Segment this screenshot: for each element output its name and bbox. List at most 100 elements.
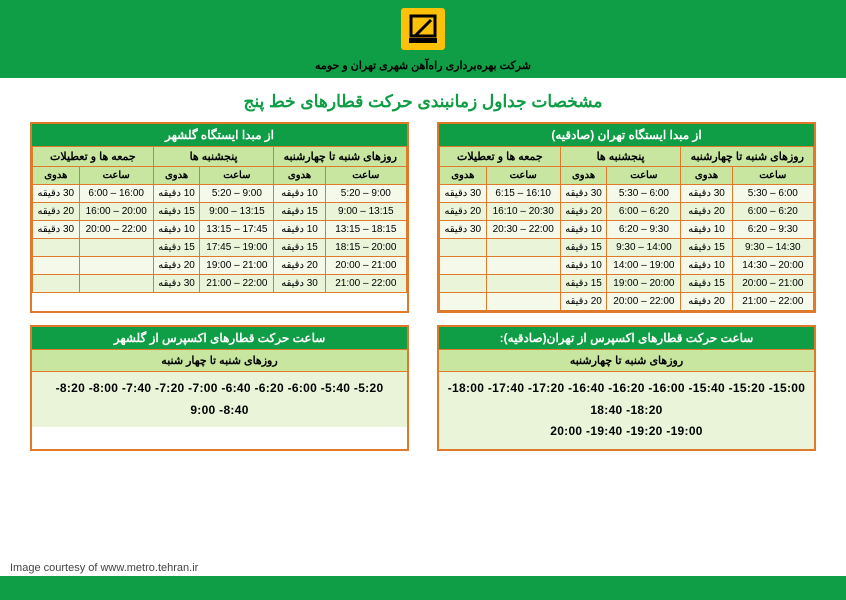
cell: 30 دقیقه <box>440 221 487 239</box>
cell: 30 دقیقه <box>153 275 200 293</box>
schedule-tehran: از مبدا ایستگاه تهران (صادقیه) روزهای شن… <box>437 122 816 313</box>
schedule-table-tehran: روزهای شنبه تا چهارشنبه پنجشنبه ها جمعه … <box>439 146 814 311</box>
metro-logo-icon <box>401 8 445 50</box>
col-group: جمعه ها و تعطیلات <box>440 147 561 167</box>
cell <box>440 257 487 275</box>
cell: 15 دقیقه <box>681 239 732 257</box>
col-group: روزهای شنبه تا چهارشنبه <box>681 147 814 167</box>
cell <box>486 257 560 275</box>
cell: 30 دقیقه <box>274 275 325 293</box>
cell <box>486 275 560 293</box>
cell: 10 دقیقه <box>153 185 200 203</box>
cell: 21:00 – 19:00 <box>200 257 274 275</box>
cell: 6:20 – 6:00 <box>732 203 813 221</box>
cell: 15 دقیقه <box>153 239 200 257</box>
col-sub: هدوی <box>274 167 325 185</box>
cell: 9:00 – 5:20 <box>200 185 274 203</box>
panel-title-tehran: از مبدا ایستگاه تهران (صادقیه) <box>439 124 814 146</box>
cell: 19:00 – 17:45 <box>200 239 274 257</box>
cell: 6:20 – 6:00 <box>607 203 681 221</box>
cell: 30 دقیقه <box>681 185 732 203</box>
col-group: روزهای شنبه تا چهارشنبه <box>274 147 407 167</box>
footer-bar <box>0 576 846 600</box>
cell: 20 دقیقه <box>560 203 607 221</box>
cell: 22:00 – 20:00 <box>607 293 681 311</box>
cell: 30 دقیقه <box>440 185 487 203</box>
cell: 20 دقیقه <box>560 293 607 311</box>
cell <box>486 239 560 257</box>
cell <box>486 293 560 311</box>
cell: 20 دقیقه <box>33 203 80 221</box>
col-sub: ساعت <box>607 167 681 185</box>
cell: 10 دقیقه <box>681 221 732 239</box>
cell: 13:15 – 9:00 <box>200 203 274 221</box>
cell: 14:30 – 9:30 <box>732 239 813 257</box>
cell: 22:00 – 21:00 <box>732 293 813 311</box>
cell: 19:00 – 14:00 <box>607 257 681 275</box>
cell: 6:00 – 5:30 <box>732 185 813 203</box>
cell: 10 دقیقه <box>681 257 732 275</box>
cell: 20 دقیقه <box>681 293 732 311</box>
cell: 22:00 – 20:00 <box>79 221 153 239</box>
cell: 20:30 – 16:10 <box>486 203 560 221</box>
cell <box>440 275 487 293</box>
express-tehran: ساعت حرکت قطارهای اکسپرس از تهران(صادقیه… <box>437 325 816 451</box>
panel-title-golshahr: از مبدا ایستگاه گلشهر <box>32 124 407 146</box>
express-times-golshahr: -8:20 -8:00 -7:40 -7:20 -7:00 -6:40 -6:2… <box>40 378 399 421</box>
cell: 17:45 – 13:15 <box>200 221 274 239</box>
cell: 20:00 – 16:00 <box>79 203 153 221</box>
cell: 22:00 – 21:00 <box>200 275 274 293</box>
cell <box>440 239 487 257</box>
cell: 10 دقیقه <box>560 257 607 275</box>
cell: 9:00 – 5:20 <box>325 185 406 203</box>
cell: 13:15 – 9:00 <box>325 203 406 221</box>
cell: 30 دقیقه <box>33 221 80 239</box>
cell: 10 دقیقه <box>274 221 325 239</box>
cell: 22:00 – 21:00 <box>325 275 406 293</box>
cell: 16:10 – 6:15 <box>486 185 560 203</box>
cell: 16:00 – 6:00 <box>79 185 153 203</box>
cell <box>79 239 153 257</box>
cell: 20:00 – 14:30 <box>732 257 813 275</box>
col-sub: هدوی <box>681 167 732 185</box>
cell: 20 دقیقه <box>274 257 325 275</box>
cell: 10 دقیقه <box>560 221 607 239</box>
col-sub: هدوی <box>440 167 487 185</box>
col-sub: ساعت <box>79 167 153 185</box>
col-sub: ساعت <box>325 167 406 185</box>
cell: 15 دقیقه <box>274 203 325 221</box>
express-sub-golshahr: روزهای شنبه تا چهار شنبه <box>32 349 407 372</box>
cell: 20 دقیقه <box>153 257 200 275</box>
cell: 21:00 – 20:00 <box>732 275 813 293</box>
express-times-tehran: -18:00 -17:40 -17:20 -16:40 -16:20 -16:0… <box>447 378 806 443</box>
header: شرکت بهره‌برداری راه‌آهن شهری تهران و حو… <box>0 0 846 78</box>
col-group: جمعه ها و تعطیلات <box>33 147 154 167</box>
col-sub: ساعت <box>486 167 560 185</box>
col-group: پنجشنبه ها <box>560 147 681 167</box>
image-credit: Image courtesy of www.metro.tehran.ir <box>0 558 846 576</box>
col-sub: ساعت <box>732 167 813 185</box>
cell: 20 دقیقه <box>681 203 732 221</box>
cell: 20:00 – 18:15 <box>325 239 406 257</box>
cell <box>33 275 80 293</box>
cell <box>79 275 153 293</box>
cell <box>33 239 80 257</box>
express-sub-tehran: روزهای شنبه تا چهارشنبه <box>439 349 814 372</box>
express-title-tehran: ساعت حرکت قطارهای اکسپرس از تهران(صادقیه… <box>439 327 814 349</box>
company-name: شرکت بهره‌برداری راه‌آهن شهری تهران و حو… <box>0 59 846 72</box>
cell: 15 دقیقه <box>560 239 607 257</box>
cell: 9:30 – 6:20 <box>607 221 681 239</box>
cell <box>79 257 153 275</box>
express-golshahr: ساعت حرکت قطارهای اکسپرس از گلشهر روزهای… <box>30 325 409 451</box>
cell: 15 دقیقه <box>681 275 732 293</box>
cell: 10 دقیقه <box>153 221 200 239</box>
cell <box>440 293 487 311</box>
express-title-golshahr: ساعت حرکت قطارهای اکسپرس از گلشهر <box>32 327 407 349</box>
col-sub: هدوی <box>33 167 80 185</box>
cell: 15 دقیقه <box>153 203 200 221</box>
cell: 9:30 – 6:20 <box>732 221 813 239</box>
cell <box>33 257 80 275</box>
cell: 10 دقیقه <box>274 185 325 203</box>
cell: 20:00 – 19:00 <box>607 275 681 293</box>
cell: 30 دقیقه <box>33 185 80 203</box>
